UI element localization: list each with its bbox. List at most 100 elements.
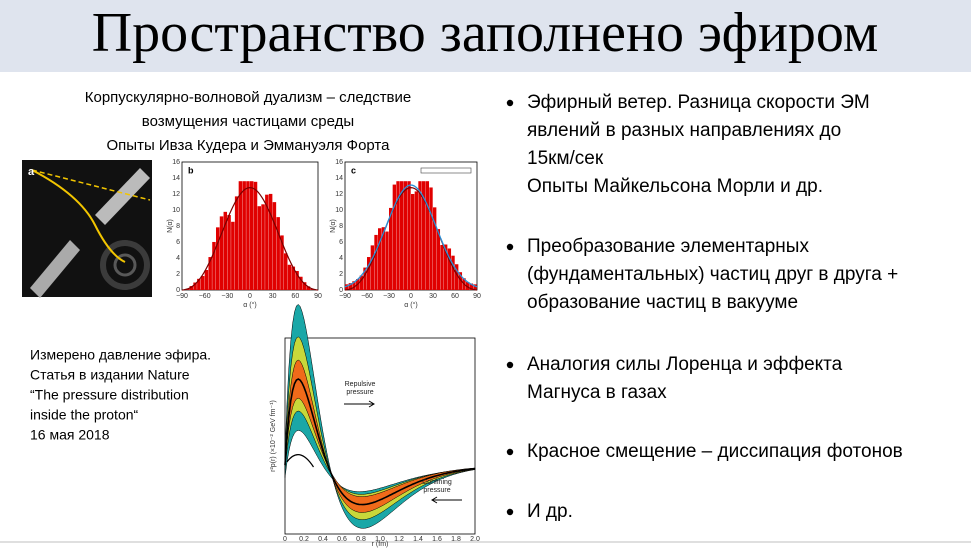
- x-axis-label: α (°): [404, 301, 417, 309]
- histogram-bar: [425, 181, 430, 290]
- histogram-bar: [197, 278, 201, 290]
- central-curve: [284, 378, 476, 506]
- glow: [113, 253, 137, 277]
- y-tick-label: 4: [176, 255, 180, 262]
- histogram-bar: [359, 275, 364, 290]
- x-tick-label: 1.0: [375, 536, 385, 543]
- histogram-bar: [204, 270, 209, 290]
- trajectory: [31, 169, 151, 201]
- y-tick-label: 0: [339, 287, 343, 294]
- y-tick-label: 8: [339, 223, 343, 230]
- y-tick-label: 8: [176, 223, 180, 230]
- histogram-bar: [200, 276, 205, 290]
- bullet-line: явлений в разных направлениях до: [527, 120, 841, 141]
- bullet-dot: [506, 99, 514, 107]
- panel-label: b: [188, 165, 194, 175]
- histogram-bar: [345, 284, 349, 290]
- histogram-bar: [268, 193, 273, 290]
- histogram-bar: [280, 235, 284, 290]
- histogram-bar: [246, 181, 250, 290]
- histogram-bar: [242, 181, 246, 290]
- x-tick-label: −90: [339, 293, 351, 300]
- trajectory: [31, 169, 126, 263]
- x-tick-label: 1.6: [432, 536, 442, 543]
- zero-curve: [286, 454, 315, 468]
- histogram-bar: [212, 241, 216, 290]
- x-tick-label: 1.8: [451, 536, 461, 543]
- histogram-bar: [219, 216, 224, 290]
- note-line: Статья в издании Nature: [30, 367, 190, 383]
- x-tick-label: 1.2: [394, 536, 404, 543]
- slit-wall: [30, 240, 80, 298]
- histogram-bar: [250, 181, 254, 290]
- panel-label: a: [28, 166, 35, 178]
- x-tick-label: 60: [291, 293, 299, 300]
- note-line: “The pressure distribution: [30, 387, 189, 403]
- y-tick-label: 6: [339, 239, 343, 246]
- inset: [420, 167, 472, 174]
- histogram-bar: [348, 283, 353, 290]
- fit-curve: [181, 186, 319, 291]
- histogram-bar: [433, 207, 437, 290]
- histogram-bar: [231, 221, 235, 290]
- note-line: Измерено давление эфира.: [30, 347, 211, 363]
- histogram-bar: [466, 282, 470, 290]
- bullet-line: Красное смещение – диссипация фотонов: [527, 441, 903, 462]
- histogram-bar: [378, 228, 382, 290]
- bullet-line: Аналогия силы Лоренца и эффекта: [527, 354, 843, 375]
- histogram-bar: [381, 227, 386, 290]
- x-axis-label: r (fm): [372, 541, 389, 548]
- x-tick-label: −90: [176, 293, 188, 300]
- y-tick-label: 2: [176, 271, 180, 278]
- histogram-bar: [265, 194, 269, 290]
- x-tick-label: 0: [283, 536, 287, 543]
- histogram-bar: [422, 181, 426, 290]
- annotation: Confining: [422, 479, 452, 486]
- x-tick-label: 0.2: [299, 536, 309, 543]
- y-axis-label: N(α): [330, 219, 337, 233]
- x-tick-label: 0: [248, 293, 252, 300]
- x-tick-label: 2.0: [470, 536, 480, 543]
- histogram-bar: [223, 211, 228, 290]
- histogram-bar: [436, 229, 441, 290]
- y-tick-label: 10: [335, 207, 343, 214]
- x-tick-label: −30: [383, 293, 395, 300]
- histogram-bar: [272, 202, 277, 290]
- histogram-bar: [208, 257, 212, 290]
- glow: [100, 240, 150, 290]
- bullet-line: Опыты Майкельсона Морли и др.: [527, 176, 823, 197]
- x-tick-label: 0.4: [318, 536, 328, 543]
- slide-title: Пространство заполнено эфиром: [92, 2, 879, 64]
- envelope-curve: [344, 184, 478, 288]
- histogram-bar: [216, 227, 220, 290]
- bullet-dot: [506, 243, 514, 251]
- caption-line: Опыты Ивза Кудера и Эммануэля Форта: [107, 137, 391, 154]
- histogram-bar: [302, 282, 307, 290]
- histogram-bar: [444, 244, 448, 290]
- x-tick-label: 30: [429, 293, 437, 300]
- histogram-bar: [374, 234, 378, 290]
- bullet-line: Эфирный ветер. Разница скорости ЭМ: [527, 92, 870, 113]
- arrow: [431, 496, 462, 504]
- bullet-line: Магнуса в газах: [527, 382, 667, 403]
- y-tick-label: 12: [172, 191, 180, 198]
- histogram-bar: [392, 184, 397, 290]
- histogram-bar: [458, 272, 463, 290]
- x-tick-label: 1.4: [413, 536, 423, 543]
- y-tick-label: 2: [339, 271, 343, 278]
- x-tick-label: 30: [269, 293, 277, 300]
- y-axis-label: r²p(r) (×10⁻² GeV fm⁻¹): [270, 400, 277, 472]
- annotation: Repulsive: [345, 381, 376, 388]
- histogram-bar: [367, 257, 371, 290]
- y-tick-label: 0: [176, 287, 180, 294]
- histogram-bar: [396, 181, 400, 290]
- histogram-bar: [473, 284, 477, 290]
- histogram-bar: [447, 248, 452, 290]
- histogram-bar: [238, 181, 243, 290]
- histogram-bar: [451, 255, 455, 290]
- bullet-line: образование частиц в вакууме: [527, 292, 798, 313]
- bullet-line: (фундаментальных) частиц друг в друга +: [527, 264, 898, 285]
